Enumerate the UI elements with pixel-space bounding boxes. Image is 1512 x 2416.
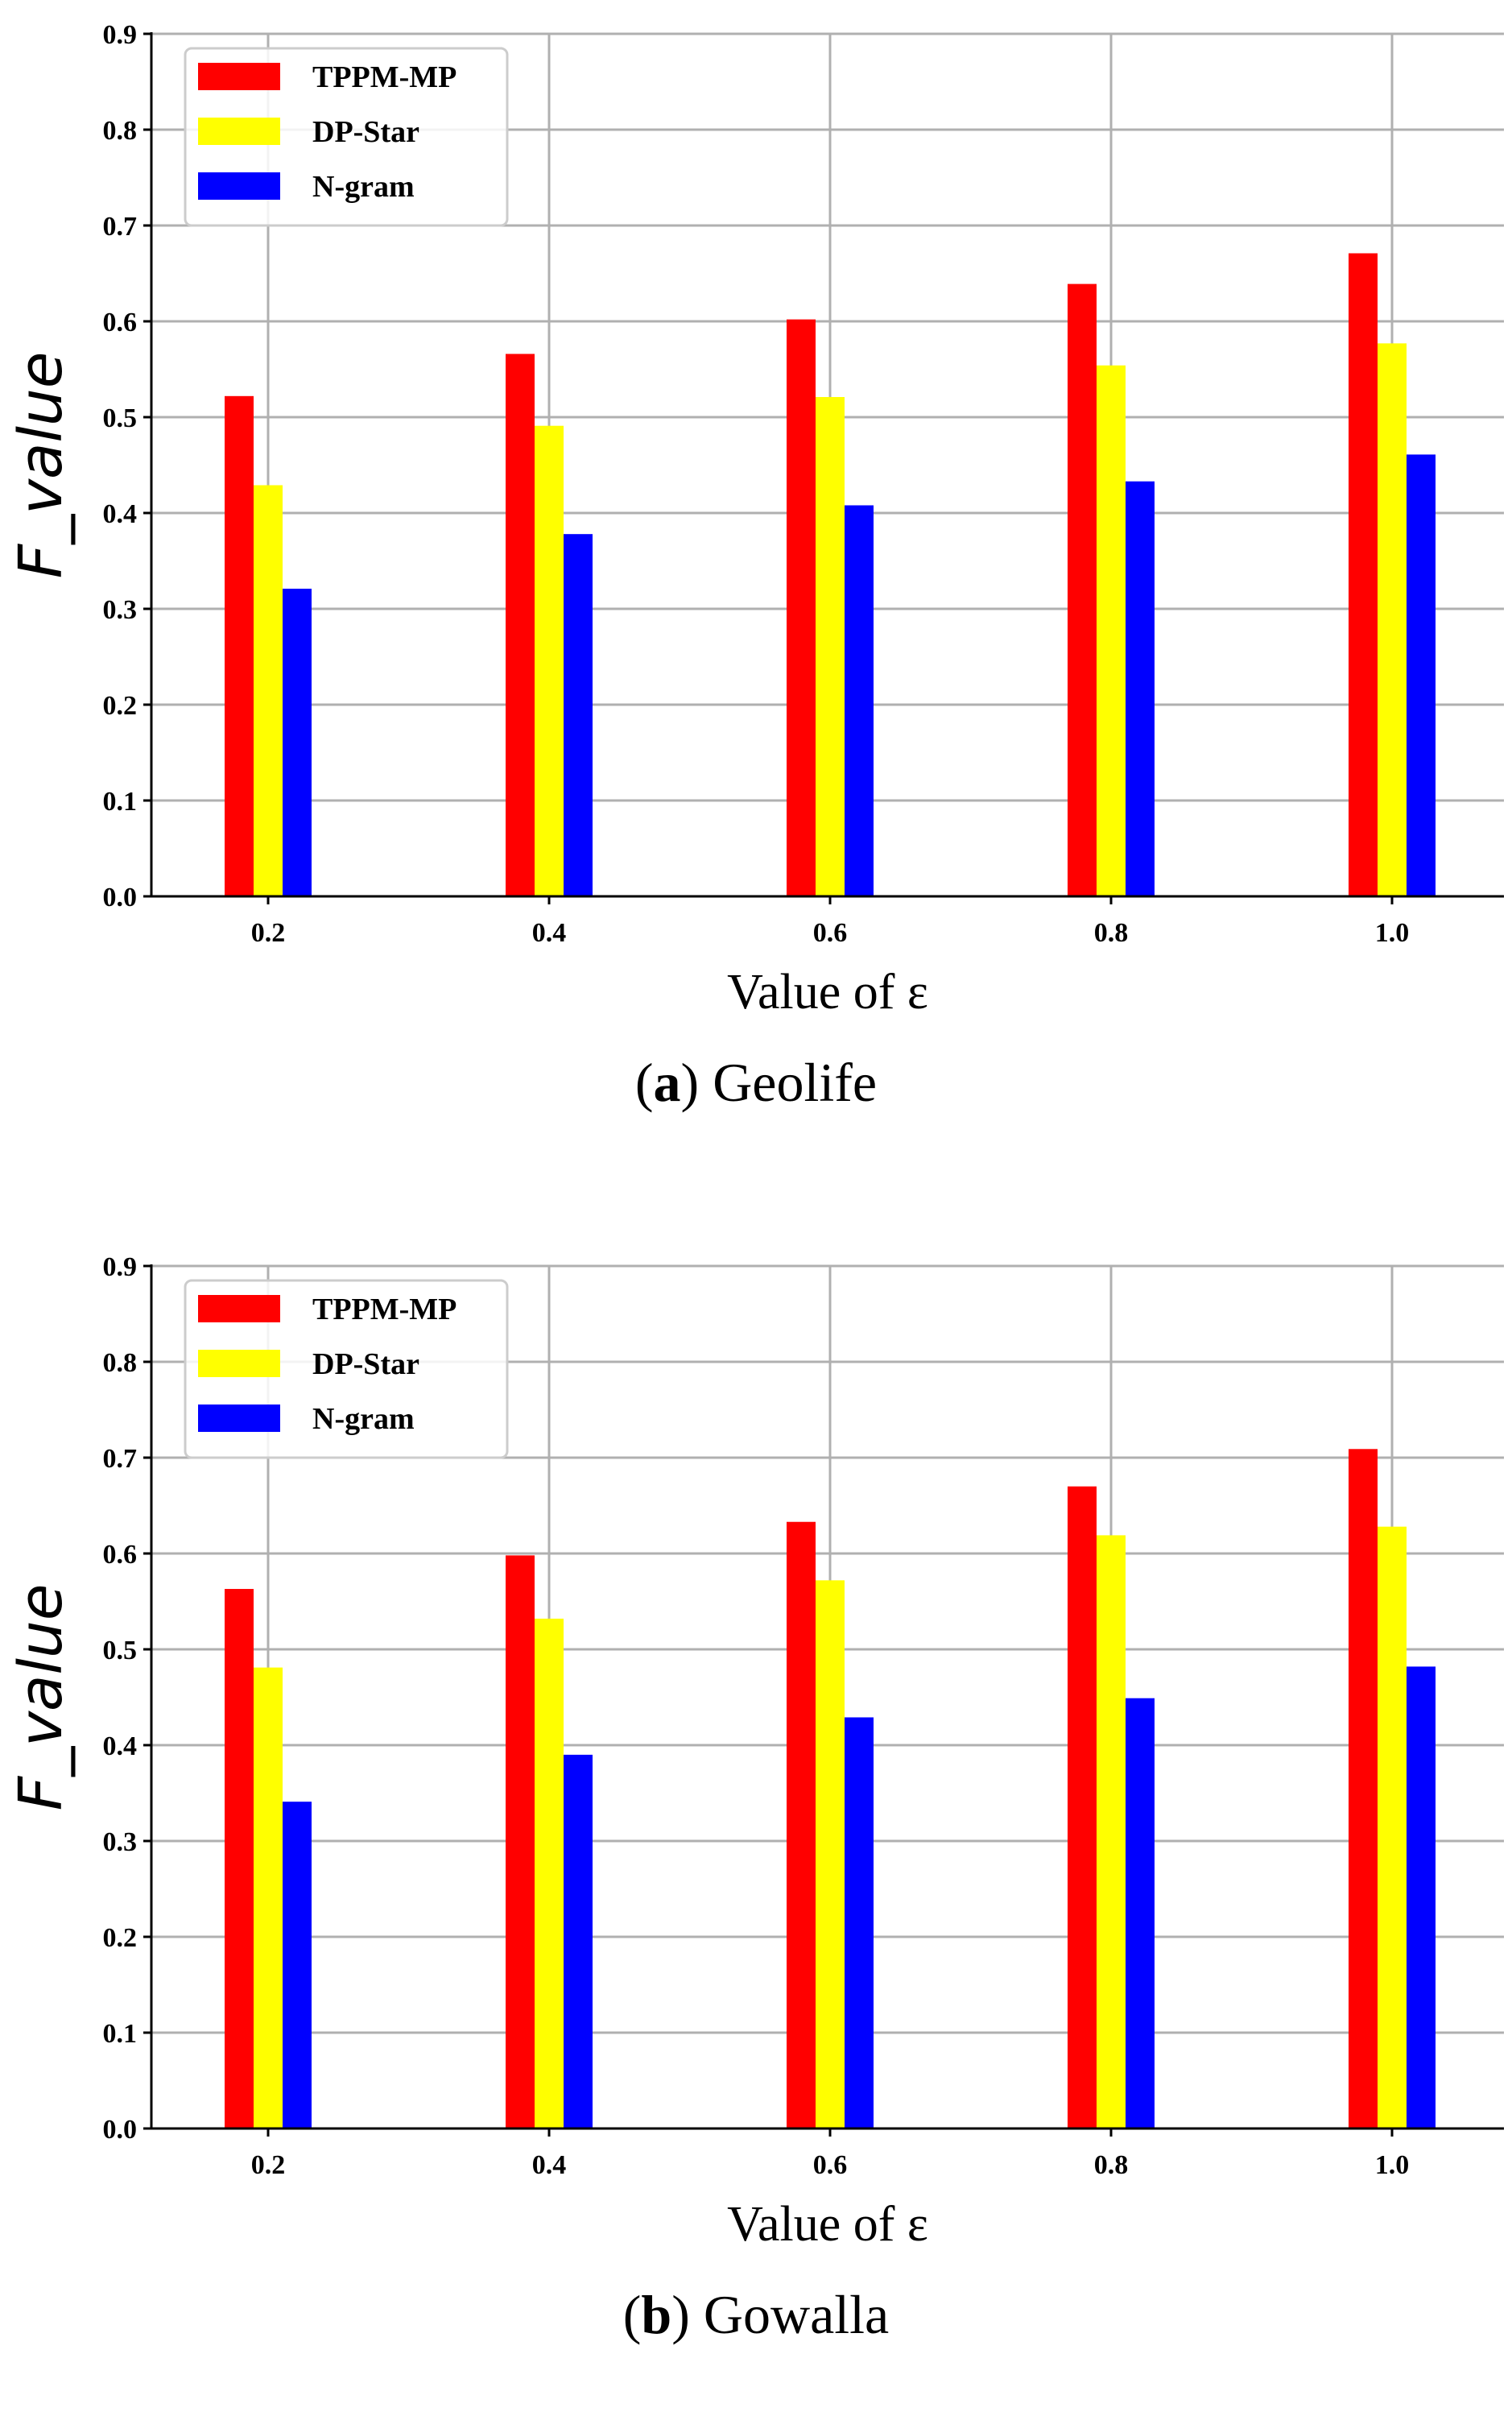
y-tick-label: 0.7 bbox=[103, 212, 138, 242]
caption-geolife: (a) Geolife bbox=[634, 1052, 878, 1113]
bar-n-gram-0.6 bbox=[845, 1717, 874, 2128]
bar-tppm-mp-1.0 bbox=[1349, 253, 1378, 896]
bar-n-gram-0.2 bbox=[283, 1802, 312, 2128]
y-axis-title: F_value bbox=[6, 352, 76, 579]
y-tick-label: 0.1 bbox=[103, 787, 138, 817]
bar-tppm-mp-0.8 bbox=[1068, 283, 1097, 897]
x-tick-label: 1.0 bbox=[1375, 2150, 1410, 2180]
x-axis-title: Value of ε bbox=[727, 2197, 928, 2252]
bar-tppm-mp-0.4 bbox=[506, 354, 535, 897]
legend-label: DP-Star bbox=[312, 115, 419, 149]
caption-letter: a bbox=[653, 1052, 681, 1113]
legend-label: DP-Star bbox=[312, 1347, 419, 1381]
x-axis-title: Value of ε bbox=[727, 965, 928, 1020]
chart-gowalla: 0.0 0.1 0.2 0.3 0.4 0.5 0.6 0.7 0.8 0.9 0.2 0.4 0.6 0… bbox=[6, 1252, 1504, 2252]
bar-tppm-mp-0.4 bbox=[506, 1555, 535, 2128]
y-tick-label: 0.5 bbox=[103, 1636, 138, 1665]
bar-tppm-mp-0.2 bbox=[225, 1589, 254, 2128]
x-tick-label: 1.0 bbox=[1375, 918, 1410, 948]
y-tick-label: 0.2 bbox=[103, 1923, 138, 1953]
bar-dp-star-0.2 bbox=[254, 485, 283, 896]
bar-dp-star-1.0 bbox=[1378, 343, 1407, 896]
y-tick-label: 0.7 bbox=[103, 1444, 138, 1474]
bar-dp-star-1.0 bbox=[1378, 1526, 1407, 2128]
legend-swatch bbox=[198, 1295, 280, 1322]
caption-gowalla: (b) Gowalla bbox=[622, 2284, 890, 2345]
bar-n-gram-0.2 bbox=[283, 589, 312, 896]
y-tick-label: 0.5 bbox=[103, 403, 138, 433]
bar-n-gram-0.4 bbox=[564, 534, 593, 896]
y-tick-label: 0.8 bbox=[103, 116, 138, 146]
y-tick-label: 0.4 bbox=[103, 499, 138, 529]
chart-panel-gowalla: 0.0 0.1 0.2 0.3 0.4 0.5 0.6 0.7 0.8 0.9 0.2 0.4 0.6 0… bbox=[0, 1232, 1512, 2416]
legend-swatch bbox=[198, 1350, 280, 1377]
y-tick-label: 0.3 bbox=[103, 595, 138, 625]
y-tick-label: 0.9 bbox=[103, 1252, 138, 1282]
legend-swatch bbox=[198, 172, 280, 200]
x-tick-label: 0.2 bbox=[251, 2150, 286, 2180]
bar-dp-star-0.6 bbox=[816, 1580, 845, 2128]
bar-n-gram-1.0 bbox=[1407, 1666, 1436, 2128]
x-tick-label: 0.8 bbox=[1094, 2150, 1129, 2180]
caption-letter: b bbox=[641, 2284, 672, 2345]
bar-tppm-mp-1.0 bbox=[1349, 1449, 1378, 2128]
bar-n-gram-1.0 bbox=[1407, 454, 1436, 896]
chart-panel-geolife: 0.0 0.1 0.2 0.3 0.4 0.5 0.6 0.7 0.8 0.9 0.2 0.4 0.6 0… bbox=[0, 0, 1512, 1184]
x-tick-label: 0.6 bbox=[813, 2150, 848, 2180]
legend-label: TPPM-MP bbox=[312, 60, 456, 94]
y-tick-label: 0.0 bbox=[103, 883, 138, 912]
bar-dp-star-0.6 bbox=[816, 397, 845, 896]
y-tick-label: 0.4 bbox=[103, 1731, 138, 1761]
bar-n-gram-0.8 bbox=[1126, 481, 1155, 896]
bar-dp-star-0.8 bbox=[1097, 1535, 1126, 2128]
bars bbox=[225, 1449, 1436, 2128]
y-axis-title: F_value bbox=[6, 1584, 76, 1811]
legend-swatch bbox=[198, 118, 280, 145]
legend-label: N-gram bbox=[312, 170, 415, 204]
bar-tppm-mp-0.2 bbox=[225, 395, 254, 896]
y-tick-label: 0.1 bbox=[103, 2019, 138, 2049]
caption-name: Gowalla bbox=[703, 2284, 890, 2345]
bar-n-gram-0.4 bbox=[564, 1754, 593, 2128]
bars bbox=[225, 253, 1436, 897]
x-tick-label: 0.2 bbox=[251, 918, 286, 948]
bar-dp-star-0.4 bbox=[535, 425, 564, 896]
y-tick-label: 0.6 bbox=[103, 1540, 138, 1570]
bar-dp-star-0.8 bbox=[1097, 365, 1126, 896]
y-tick-label: 0.6 bbox=[103, 308, 138, 337]
x-tick-label: 0.4 bbox=[532, 2150, 567, 2180]
legend: TPPM-MP DP-Star N-gram bbox=[184, 1279, 509, 1459]
legend: TPPM-MP DP-Star N-gram bbox=[184, 47, 509, 227]
y-tick-label: 0.2 bbox=[103, 691, 138, 721]
chart-geolife: 0.0 0.1 0.2 0.3 0.4 0.5 0.6 0.7 0.8 0.9 0.2 0.4 0.6 0… bbox=[6, 20, 1504, 1020]
bar-tppm-mp-0.6 bbox=[787, 319, 816, 896]
x-tick-label: 0.4 bbox=[532, 918, 567, 948]
bar-dp-star-0.4 bbox=[535, 1618, 564, 2128]
y-tick-label: 0.3 bbox=[103, 1827, 138, 1857]
y-tick-label: 0.8 bbox=[103, 1348, 138, 1378]
y-tick-label: 0.0 bbox=[103, 2115, 138, 2145]
y-tick-label: 0.9 bbox=[103, 20, 138, 50]
legend-label: TPPM-MP bbox=[312, 1293, 456, 1326]
x-tick-label: 0.8 bbox=[1094, 918, 1129, 948]
legend-swatch bbox=[198, 63, 280, 90]
caption-name: Geolife bbox=[713, 1052, 878, 1113]
bar-tppm-mp-0.6 bbox=[787, 1521, 816, 2128]
legend-swatch bbox=[198, 1405, 280, 1432]
x-tick-label: 0.6 bbox=[813, 918, 848, 948]
bar-n-gram-0.8 bbox=[1126, 1698, 1155, 2128]
bar-n-gram-0.6 bbox=[845, 505, 874, 896]
legend-label: N-gram bbox=[312, 1402, 415, 1436]
bar-tppm-mp-0.8 bbox=[1068, 1486, 1097, 2128]
bar-dp-star-0.2 bbox=[254, 1667, 283, 2128]
